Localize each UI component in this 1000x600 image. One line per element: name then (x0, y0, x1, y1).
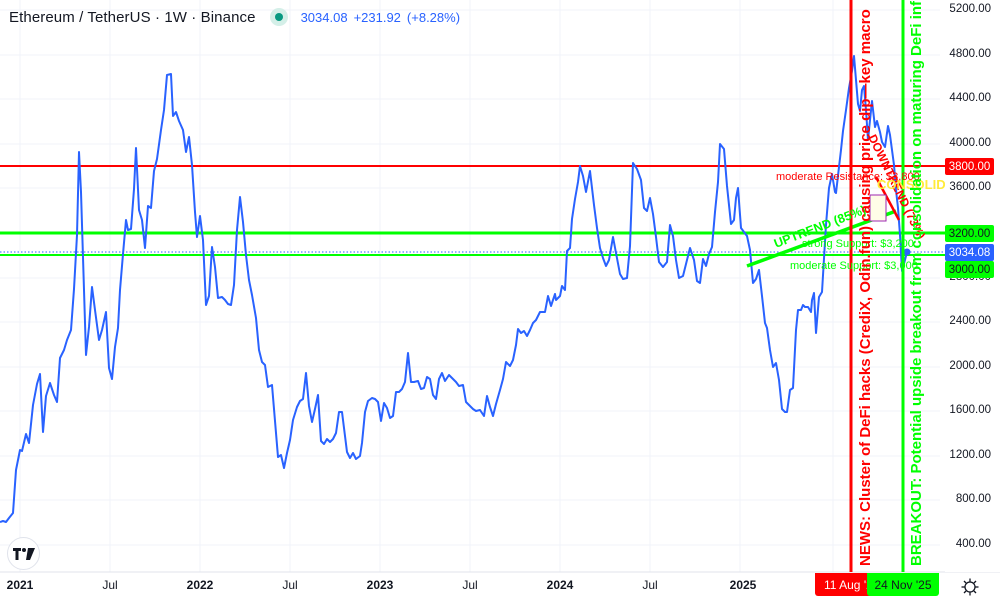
y-label: 5200.00 (949, 3, 991, 15)
consolidation-box (869, 194, 887, 222)
x-label: 2022 (186, 578, 214, 592)
tradingview-logo-icon (12, 547, 35, 560)
x-label: 2024 (546, 578, 574, 592)
y-label: 400.00 (955, 538, 991, 550)
breakout-date-tag: 24 Nov '25 (867, 573, 939, 596)
y-label: 2400.00 (949, 315, 991, 327)
price-axis[interactable] (945, 0, 1000, 572)
moderate-support-price-tag: 3000.00 (945, 261, 994, 278)
market-open-dot-icon (274, 13, 283, 21)
y-label: 1600.00 (949, 404, 991, 416)
x-label: 2025 (729, 578, 757, 592)
gear-icon[interactable] (961, 578, 979, 596)
moderate-support-label: moderate Support: $3,000 (790, 260, 918, 272)
x-label: Jul (462, 578, 478, 592)
y-label: 1200.00 (949, 449, 991, 461)
y-label: 4000.00 (949, 137, 991, 149)
x-label: Jul (642, 578, 658, 592)
strong-support-price-tag: 3200.00 (945, 225, 994, 242)
breakout-event-text: BREAKOUT: Potential upside breakout from… (908, 0, 925, 566)
resistance-label: moderate Resistance: $3,800 (776, 171, 920, 183)
current-price-marker (903, 248, 911, 256)
y-label: 4800.00 (949, 48, 991, 60)
x-label: Jul (282, 578, 298, 592)
price-info: 3034.08 +231.92 (+8.28%) (301, 10, 466, 25)
x-label: 2023 (366, 578, 394, 592)
resistance-price-tag: 3800.00 (945, 158, 994, 175)
tradingview-logo[interactable] (7, 537, 40, 570)
market-open-status-icon (269, 8, 288, 26)
y-label: 4400.00 (949, 92, 991, 104)
x-label: 2021 (6, 578, 34, 592)
news-event-text: NEWS: Cluster of DeFi hacks (CrediX, Odi… (857, 9, 874, 566)
price-line (0, 55, 908, 523)
price-change-pct: (+8.28%) (406, 9, 461, 25)
current-price-tag: 3034.08 (945, 244, 994, 261)
downtrend-line (874, 176, 901, 221)
grid (0, 0, 940, 572)
y-label: 800.00 (955, 493, 991, 505)
price-change: +231.92 (353, 9, 401, 25)
chart-header: Ethereum / TetherUS · 1W · Binance 3034.… (0, 0, 466, 34)
y-label: 3600.00 (949, 181, 991, 193)
last-price: 3034.08 (300, 9, 348, 25)
y-label: 2000.00 (949, 360, 991, 372)
symbol-title[interactable]: Ethereum / TetherUS · 1W · Binance (9, 8, 256, 26)
strong-support-label: strong Support: $3,200 (802, 238, 914, 250)
x-label: Jul (102, 578, 118, 592)
